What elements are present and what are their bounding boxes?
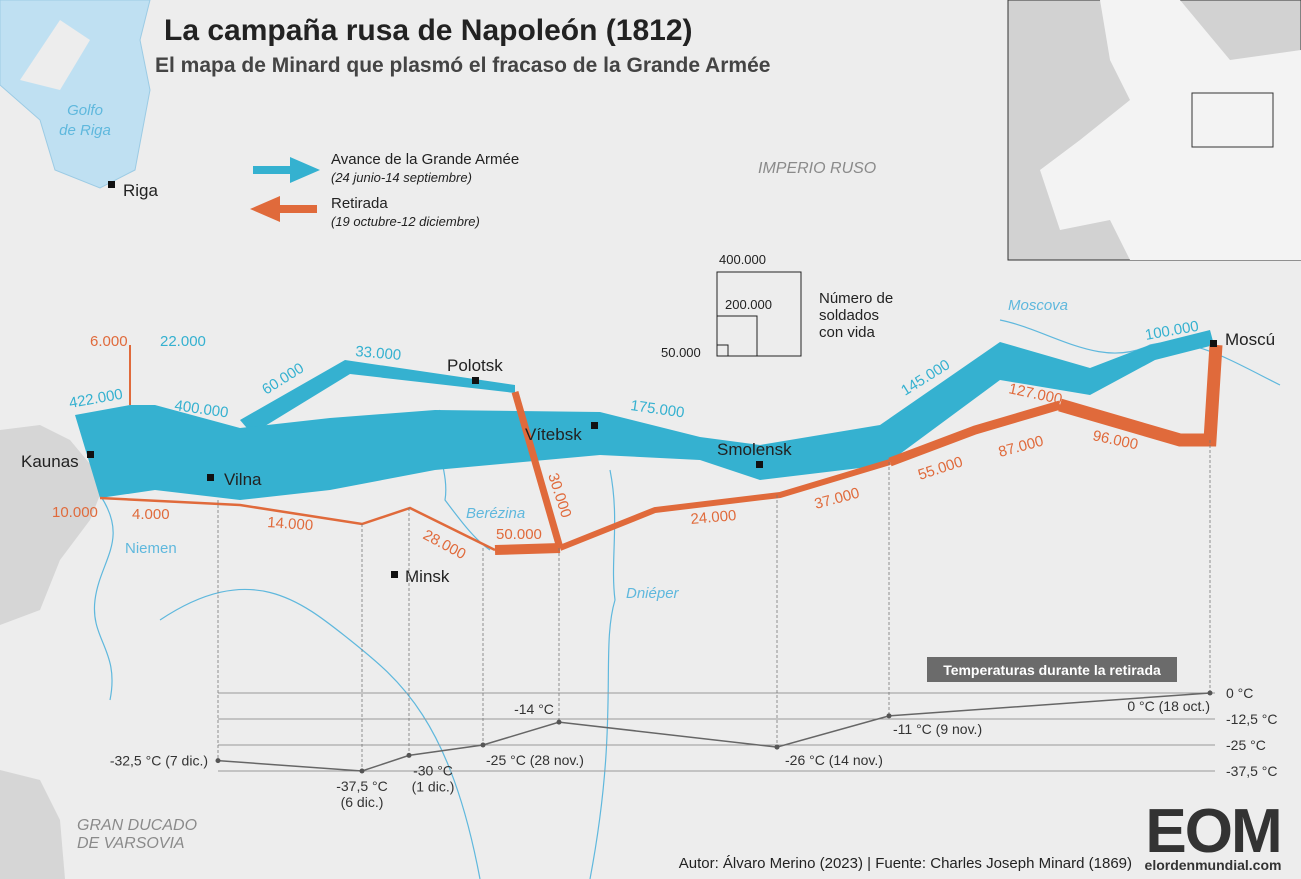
logo: EOM [1145, 797, 1280, 866]
temperature-point [215, 758, 221, 764]
place: Smolensk [717, 440, 792, 459]
water-label: Moscova [1008, 297, 1068, 314]
title: La campaña rusa de Napoleón (1812) [164, 14, 693, 47]
region-label: DE VARSOVIA [77, 835, 185, 852]
temperature-label: -11 °C (9 nov.) [893, 721, 982, 737]
size-square [716, 344, 729, 357]
place-markers [87, 181, 1217, 578]
size-title: con vida [819, 324, 876, 341]
size-title: Número de [819, 290, 893, 307]
water-label: Niemen [125, 540, 177, 557]
retreat-label: 14.000 [267, 514, 314, 534]
place: Riga [123, 181, 159, 200]
temperature-date: (1 dic.) [412, 778, 455, 794]
flow-advance [75, 330, 1214, 500]
temperature-point [359, 768, 365, 774]
temperature-label: -26 °C (14 nov.) [785, 752, 883, 768]
flow-retreat [511, 391, 564, 549]
place: Moscú [1225, 330, 1275, 349]
temperature-label: 0 °C (18 oct.) [1127, 698, 1210, 714]
flow-retreat [1058, 344, 1223, 447]
flow-retreat [494, 543, 561, 555]
legend-label: Avance de la Grande Armée [331, 151, 519, 168]
temperature-line [217, 692, 1211, 772]
temperature-point [1207, 690, 1213, 696]
size-title: soldados [819, 307, 879, 324]
inset-focus [1191, 92, 1274, 148]
land [0, 425, 100, 625]
temperature-date: (6 dic.) [341, 794, 384, 810]
y-tick-label: 0 °C [1226, 685, 1253, 701]
legend-label: Retirada [331, 195, 388, 212]
legend-dates: (24 junio-14 septiembre) [331, 170, 472, 185]
place: Vilna [224, 470, 262, 489]
size-label: 400.000 [719, 252, 766, 267]
y-tick-label: -25 °C [1226, 737, 1266, 753]
island [20, 20, 90, 90]
temperature-label: -14 °C [514, 701, 554, 717]
place: Polotsk [447, 356, 503, 375]
water-label: Berézina [466, 505, 525, 522]
size-label: 200.000 [725, 297, 772, 312]
temperature-title-box [927, 657, 1177, 682]
flow-retreat [888, 400, 1062, 467]
river [589, 469, 616, 879]
advance-label: 22.000 [160, 333, 206, 350]
legend-dates: (19 octubre-12 diciembre) [331, 214, 480, 229]
retreat-label: 10.000 [52, 504, 98, 521]
legend-arrow [253, 156, 321, 184]
temperature-point [774, 744, 780, 750]
retreat-label: 50.000 [496, 526, 542, 543]
size-square [716, 315, 758, 357]
water-label: de Riga [59, 122, 111, 139]
retreat-label: 6.000 [90, 333, 128, 350]
temperature-point [556, 719, 562, 725]
river [93, 494, 114, 701]
land [0, 770, 65, 879]
region-label: IMPERIO RUSO [758, 160, 876, 177]
temperature-title: Temperaturas durante la retirada [943, 662, 1161, 678]
logo-site: elordenmundial.com [1145, 857, 1282, 873]
temperature-label: -30 °C [413, 762, 453, 778]
temperature-label: -32,5 °C (7 dic.) [110, 753, 208, 769]
y-tick-label: -37,5 °C [1226, 763, 1278, 779]
flow-retreat [558, 459, 891, 551]
subtitle: El mapa de Minard que plasmó el fracaso … [155, 54, 770, 77]
legend-arrow [249, 195, 317, 223]
water-label: Golfo [67, 102, 103, 119]
temperature-point [480, 742, 486, 748]
region-label: GRAN DUCADO [77, 817, 197, 834]
river [159, 588, 481, 879]
place: Kaunas [21, 452, 79, 471]
credit: Autor: Álvaro Merino (2023) | Fuente: Ch… [679, 855, 1132, 872]
temperature-point [886, 713, 892, 719]
place: Vítebsk [525, 425, 582, 444]
retreat-label: 4.000 [132, 506, 170, 523]
temperature-label: -37,5 °C [336, 778, 388, 794]
size-label: 50.000 [661, 345, 701, 360]
temperature-chart: 0 °C -12,5 °C -25 °C -37,5 °C -32,5 °C (7 di… [110, 440, 1278, 810]
place: Minsk [405, 567, 450, 586]
water-label: Dniéper [626, 585, 680, 602]
temperature-label: -25 °C (28 nov.) [486, 752, 584, 768]
y-tick-label: -12,5 °C [1226, 711, 1278, 727]
retreat-label: 24.000 [690, 507, 737, 528]
size-square [716, 271, 802, 357]
temperature-point [406, 752, 412, 758]
flow-advance [240, 360, 515, 434]
gulf [0, 0, 151, 189]
inset-land [1040, 0, 1301, 260]
advance-label: 33.000 [355, 343, 402, 364]
